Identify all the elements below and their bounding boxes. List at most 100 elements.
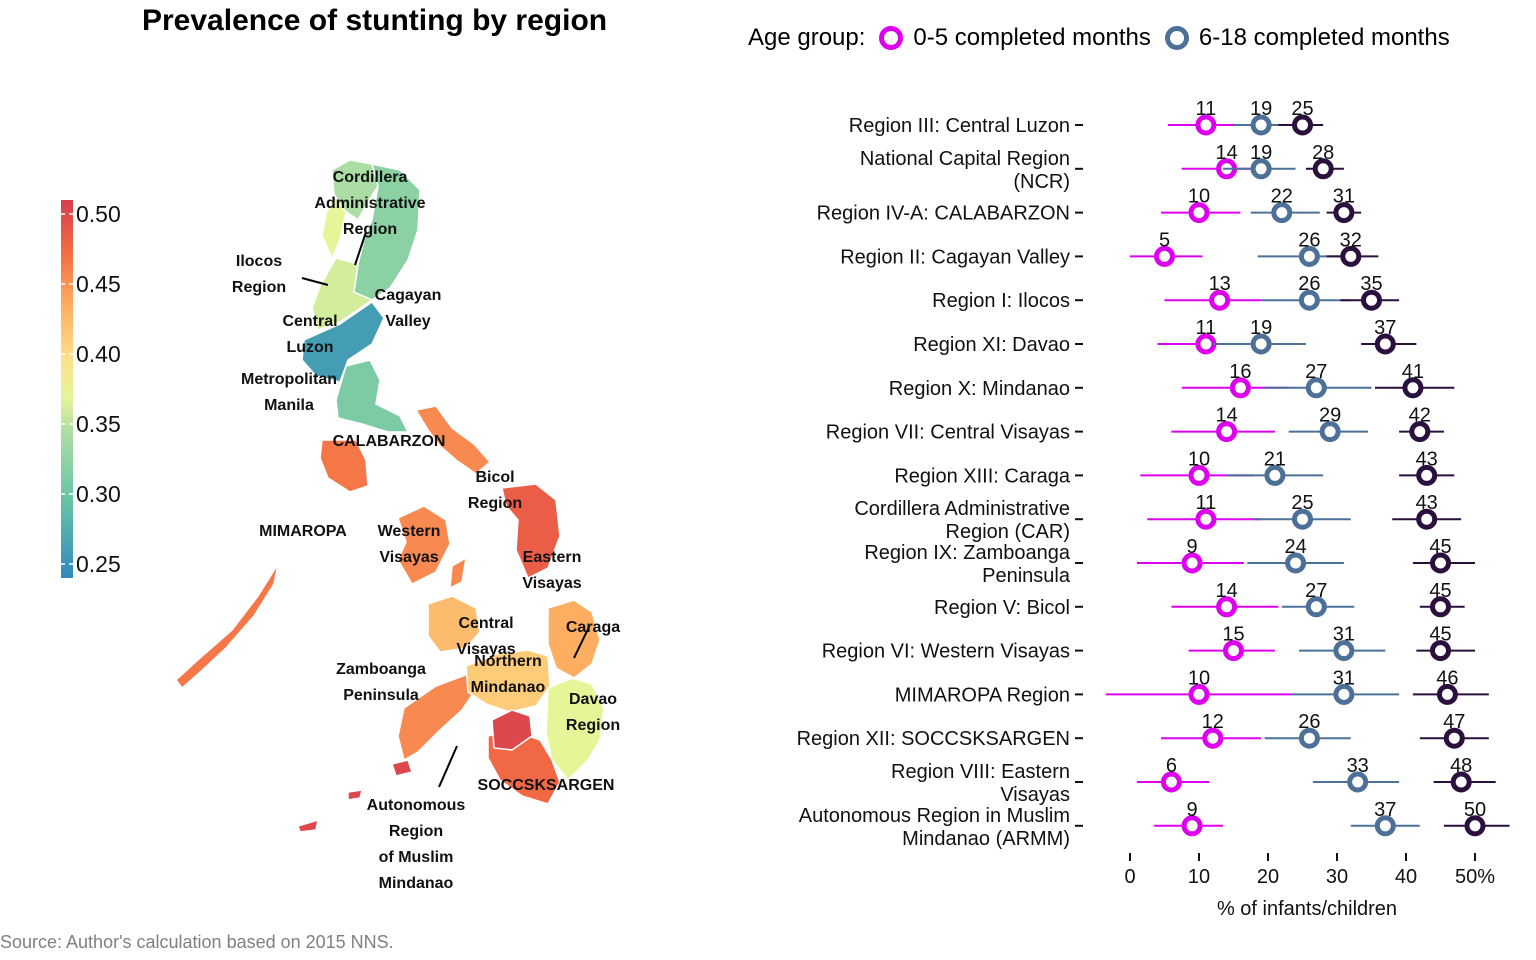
data-label: 11 [1196,492,1217,514]
category-label: Region II: Cagayan Valley [840,246,1070,268]
region-mimaropa [174,563,279,690]
map-label-ilocos-region: Ilocos Region [232,253,286,296]
region-caraga [547,599,601,679]
data-label: 43 [1416,492,1438,514]
point-marker [1298,727,1320,749]
source-note: Source: Author's calculation based on 20… [0,932,394,952]
point-marker [1305,596,1327,618]
row-region-x-mindanao: Region X: Mindanao 16 27 41 [889,361,1455,400]
row-region-xii-soccsksargen: Region XII: SOCCSKSARGEN 12 26 47 [797,711,1489,750]
category-label: Region I: Ilocos [932,290,1070,312]
row-region-i-ilocos: Region I: Ilocos 13 26 35 [932,273,1400,312]
point-marker [1285,552,1307,574]
row-cordillera-administrative-region-car: Cordillera Administrative Region (CAR) 11 2… [854,492,1462,543]
colorbar-tick-label: 0.30 [76,481,121,507]
point-marker [1312,158,1334,180]
region-davao-region [545,677,605,782]
data-label: 26 [1298,229,1320,251]
point-marker [1319,421,1341,443]
category-label: Region XII: SOCCSKSARGEN [797,728,1070,750]
data-label: 45 [1429,580,1451,602]
data-label: 10 [1188,667,1210,689]
data-label: 50 [1464,799,1486,821]
region-metropolitan-manila [301,300,385,383]
region-zamboanga-peninsula [397,673,479,762]
point-marker [1188,464,1210,486]
point-marker [1181,815,1203,837]
row-region-vii-central-visayas: Region VII: Central Visayas 14 29 42 [826,405,1444,444]
region-western-visayas [397,505,451,585]
category-label: National Capital Region (NCR) [860,148,1070,193]
data-label: 6 [1166,755,1177,777]
row-region-ii-cagayan-valley: Region II: Cagayan Valley 5 26 32 [840,229,1379,268]
data-label: 43 [1416,448,1438,470]
data-label: 10 [1188,186,1210,208]
colorbar-tick-label: 0.50 [76,201,121,227]
data-label: 31 [1333,186,1355,208]
data-label: 12 [1202,711,1224,733]
x-tick-label: 20 [1257,866,1279,888]
data-label: 14 [1215,405,1237,427]
row-region-vi-western-visayas: Region VI: Western Visayas 15 31 45 [822,624,1475,663]
region-autonomous-region-of-muslim-mindanao [391,759,413,777]
legend-marker-0-5-months [879,26,904,50]
point-marker [1292,114,1313,136]
point-marker [1250,114,1272,136]
data-label: 29 [1319,405,1341,427]
dot-range-chart: 0 10 20 30 40 50% % of infants/children Region… [797,98,1510,920]
data-label: 19 [1250,98,1272,120]
data-label: 11 [1196,98,1217,120]
point-marker [1216,421,1238,443]
point-marker [1464,815,1486,837]
category-label: Region XIII: Caraga [894,465,1071,487]
point-marker [1195,114,1217,136]
row-region-iv-a-calabarzon: Region IV-A: CALABARZON 10 22 31 [817,186,1362,225]
colorbar-tick-label: 0.45 [76,271,121,297]
leader-line-cordillera [354,231,367,266]
row-region-v-bicol: Region V: Bicol 14 27 45 [934,580,1465,619]
category-label: Region VIII: Eastern Visayas [891,761,1070,806]
point-marker [1250,333,1272,355]
point-marker [1333,683,1355,705]
data-label: 26 [1298,711,1320,733]
category-label: Region VI: Western Visayas [822,641,1070,663]
point-marker [1154,245,1175,267]
row-autonomous-region-in-muslim-mindanao-armm: Autonomous Region in Muslim Mindanao (ARM… [799,799,1510,850]
point-marker [1409,421,1431,443]
region-autonomous-region-of-muslim-mindanao [347,789,363,801]
point-marker [1181,552,1203,574]
region-mimaropa [319,439,369,493]
map-label-caraga: Caraga [566,619,620,636]
legend: Age group: 0-5 completed months 6-18 com… [748,24,1450,52]
category-label: Region IX: Zamboanga Peninsula [864,542,1071,587]
data-label: 25 [1291,492,1313,514]
choropleth-map: 0.50 0.45 0.40 0.35 0.30 0.25 Cordillera Admin… [61,159,620,892]
category-label: Region X: Mindanao [889,378,1070,400]
data-label: 27 [1305,580,1327,602]
map-label-soccsksargen: SOCCSKSARGEN [478,777,615,794]
legend-title: Age group: [748,24,866,51]
map-label-metropolitan-manila: Metropolitan Manila [241,371,337,414]
point-marker [1333,202,1355,224]
point-marker [1298,245,1320,267]
map-label-davao-region: Davao Region [566,691,620,734]
legend-label-0-5-months: 0-5 completed months [913,24,1151,51]
colorbar-tick-label: 0.35 [76,411,121,437]
data-label: 48 [1450,755,1472,777]
point-marker [1216,596,1238,618]
point-marker [1305,377,1327,399]
point-marker [1436,683,1458,705]
region-central-visayas [427,595,481,653]
map-label-zamboanga-peninsula: Zamboanga Peninsula [336,661,426,704]
category-label: Region IV-A: CALABARZON [817,203,1070,225]
category-label: Autonomous Region in Muslim Mindanao (ARM… [799,805,1070,850]
point-marker [1450,771,1472,793]
point-marker [1264,464,1286,486]
point-marker [1347,771,1369,793]
data-label: 26 [1298,273,1320,295]
point-marker [1202,727,1224,749]
region-northern-mindanao [465,649,551,713]
point-marker [1430,640,1451,662]
point-marker [1430,552,1451,574]
point-marker [1271,202,1293,224]
